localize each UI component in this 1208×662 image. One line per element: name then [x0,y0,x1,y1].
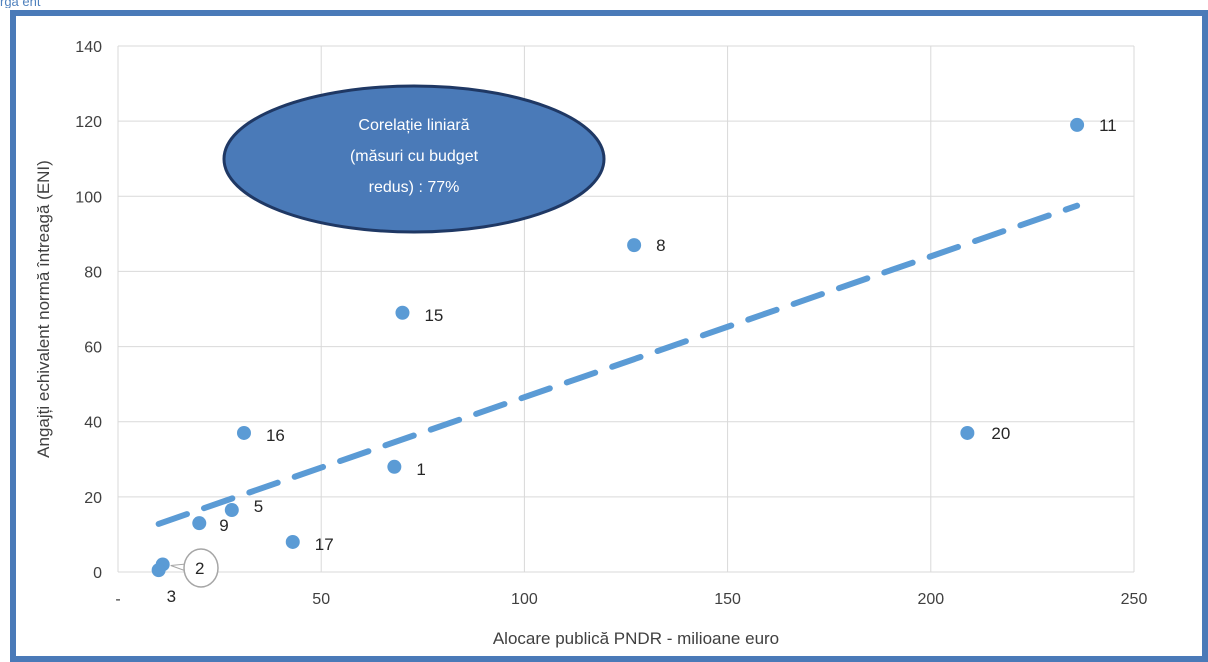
y-tick-label: 140 [75,39,102,56]
data-point [1070,117,1085,132]
correlation-annotation-line: (măsuri cu budget [350,148,479,165]
x-tick-label: 100 [511,591,538,608]
trendline [155,202,1081,527]
callout-bubble [183,548,219,588]
data-point-label: 20 [991,424,1010,443]
y-tick-label: 0 [93,565,102,582]
data-point-label: 9 [219,516,228,535]
x-tick-label: 200 [917,591,944,608]
data-point [192,516,207,531]
y-tick-label: 60 [84,340,102,357]
data-point-label: 1 [416,460,425,479]
correlation-annotation-line: redus) : 77% [369,179,460,196]
x-tick-label: - [115,591,120,608]
y-tick-label: 120 [75,114,102,131]
x-tick-label: 250 [1121,591,1148,608]
data-point [151,563,166,578]
y-tick-label: 20 [84,490,102,507]
data-point [387,459,402,474]
data-point [960,425,975,440]
data-point [627,238,642,253]
correlation-annotation [222,84,606,234]
data-point-label: 11 [1099,116,1117,135]
data-point-label: 2 [195,559,204,578]
data-point-label: 17 [315,535,334,554]
data-point-label: 3 [167,587,176,606]
data-point-label: 5 [254,497,263,516]
data-point [395,305,410,320]
data-point-label: 8 [656,236,665,255]
chart-frame: 0 20 40 60 80 100 120 140-50 100 150 200 250 Alocare… [10,10,1208,662]
x-tick-label: 50 [312,591,330,608]
header-fragment: rga ent [0,0,41,8]
correlation-annotation-line: Corelație liniară [358,117,469,134]
data-point-label: 16 [266,426,285,445]
x-tick-label: 150 [714,591,741,608]
data-point [285,534,300,549]
y-tick-label: 100 [75,189,102,206]
data-point [236,425,251,440]
y-tick-label: 40 [84,415,102,432]
y-tick-label: 80 [84,264,102,281]
data-point [224,503,239,518]
x-axis-title: Alocare publică PNDR - milioane euro [493,629,779,648]
y-axis-title: Angajți echivalent normă întreagă (ENI) [34,160,53,458]
data-point-label: 15 [424,306,443,325]
